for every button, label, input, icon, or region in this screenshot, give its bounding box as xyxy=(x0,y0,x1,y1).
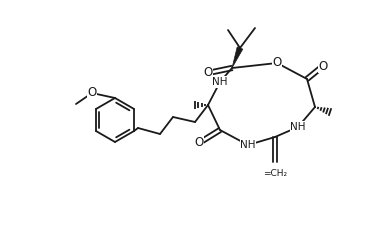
Text: NH: NH xyxy=(240,140,256,150)
Text: O: O xyxy=(273,56,282,70)
Text: O: O xyxy=(88,86,97,99)
Polygon shape xyxy=(232,47,243,68)
Text: =CH₂: =CH₂ xyxy=(263,169,287,178)
Text: O: O xyxy=(204,67,213,79)
Text: NH: NH xyxy=(212,77,228,87)
Text: NH: NH xyxy=(290,122,306,132)
Text: O: O xyxy=(318,59,327,72)
Text: O: O xyxy=(194,137,204,149)
